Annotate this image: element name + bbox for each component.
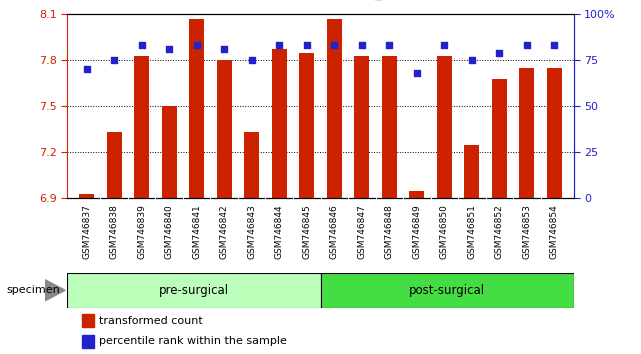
Bar	[83, 314, 94, 327]
Point	[467, 57, 477, 63]
Point	[109, 57, 119, 63]
Bar	[299, 52, 314, 198]
Text: transformed count: transformed count	[99, 316, 203, 326]
Text: GSM746843: GSM746843	[247, 204, 256, 259]
Text: GSM746837: GSM746837	[82, 204, 91, 259]
Text: GSM746846: GSM746846	[329, 204, 338, 259]
Text: GSM746853: GSM746853	[522, 204, 531, 259]
Point	[302, 42, 312, 48]
Point	[192, 42, 202, 48]
Text: GSM746848: GSM746848	[385, 204, 394, 259]
Text: GSM746847: GSM746847	[357, 204, 366, 259]
Point	[384, 42, 394, 48]
Point	[356, 42, 367, 48]
Bar	[272, 50, 287, 198]
Text: GSM746842: GSM746842	[220, 204, 229, 259]
Text: GSM746850: GSM746850	[440, 204, 449, 259]
Point	[274, 42, 285, 48]
Text: GSM746849: GSM746849	[412, 204, 421, 259]
Point	[164, 46, 174, 52]
Text: pre-surgical: pre-surgical	[159, 284, 229, 297]
Bar	[320, 273, 574, 308]
Bar	[464, 144, 479, 198]
Text: GSM746844: GSM746844	[275, 204, 284, 259]
Text: GSM746841: GSM746841	[192, 204, 201, 259]
Polygon shape	[45, 280, 65, 301]
Text: GSM746838: GSM746838	[110, 204, 119, 259]
Bar	[492, 79, 507, 198]
Bar	[354, 56, 369, 198]
Text: GSM746854: GSM746854	[550, 204, 559, 259]
Bar	[67, 273, 320, 308]
Bar	[83, 335, 94, 348]
Bar	[327, 19, 342, 198]
Point	[549, 42, 560, 48]
Bar	[244, 132, 259, 198]
Bar	[519, 68, 535, 198]
Point	[439, 42, 449, 48]
Point	[522, 42, 532, 48]
Point	[247, 57, 257, 63]
Text: GSM746851: GSM746851	[467, 204, 476, 259]
Point	[329, 42, 339, 48]
Point	[412, 70, 422, 76]
Text: GSM746840: GSM746840	[165, 204, 174, 259]
Text: percentile rank within the sample: percentile rank within the sample	[99, 336, 287, 346]
Text: GSM746839: GSM746839	[137, 204, 146, 259]
Bar	[217, 60, 232, 198]
Text: GSM746845: GSM746845	[303, 204, 312, 259]
Bar	[134, 56, 149, 198]
Bar	[382, 56, 397, 198]
Bar	[106, 132, 122, 198]
Text: GSM746852: GSM746852	[495, 204, 504, 259]
Bar	[189, 19, 204, 198]
Text: post-surgical: post-surgical	[409, 284, 485, 297]
Bar	[79, 194, 94, 198]
Bar	[547, 68, 562, 198]
Point	[219, 46, 229, 52]
Point	[81, 67, 92, 72]
Bar	[409, 190, 424, 198]
Bar	[437, 56, 452, 198]
Point	[494, 50, 504, 56]
Text: specimen: specimen	[6, 285, 60, 295]
Bar	[162, 106, 177, 198]
Point	[137, 42, 147, 48]
